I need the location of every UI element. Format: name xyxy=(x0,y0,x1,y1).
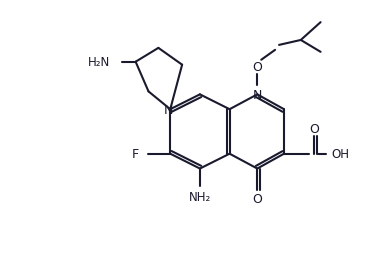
Text: N: N xyxy=(164,103,173,116)
Text: H₂N: H₂N xyxy=(88,56,110,69)
Text: O: O xyxy=(252,61,262,74)
Text: O: O xyxy=(252,192,262,205)
Text: O: O xyxy=(310,123,320,136)
Text: N: N xyxy=(252,88,262,101)
Text: NH₂: NH₂ xyxy=(189,190,211,203)
Text: OH: OH xyxy=(332,148,349,161)
Text: F: F xyxy=(132,148,139,161)
